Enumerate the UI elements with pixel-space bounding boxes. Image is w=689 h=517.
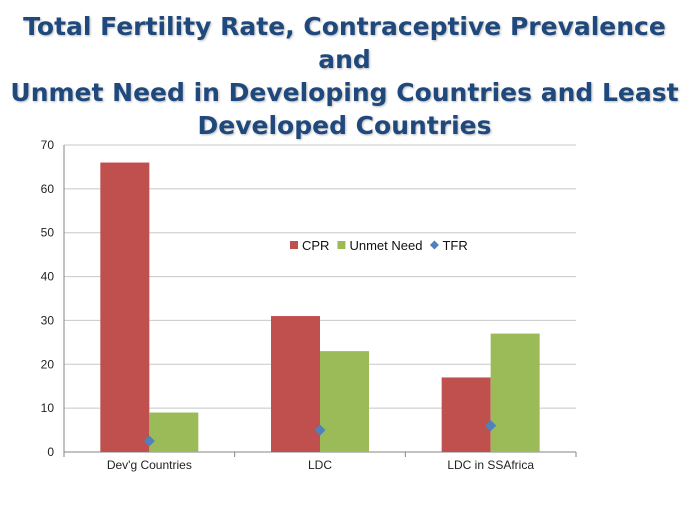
bar-cpr: [441, 377, 491, 452]
y-tick-label: 40: [41, 270, 55, 284]
legend-label-cpr: CPR: [302, 238, 329, 253]
y-tick-label: 20: [41, 357, 55, 371]
x-tick-label: Dev'g Countries: [107, 458, 192, 472]
title-line-3: Developed Countries: [197, 111, 492, 140]
bar-unmet-need: [320, 351, 369, 452]
y-tick-label: 50: [41, 226, 55, 240]
bar-cpr: [100, 162, 150, 453]
marker-tfr: [485, 420, 497, 432]
markers: [143, 420, 497, 447]
legend-label-tfr: TFR: [442, 238, 467, 253]
x-axis: Dev'g Countries LDC LDC in SSAfrica: [63, 452, 577, 472]
legend: CPR Unmet Need TFR: [290, 238, 468, 253]
slide-title: Total Fertility Rate, Contraceptive Prev…: [0, 10, 689, 142]
bar-unmet-need: [490, 333, 540, 452]
bars: [100, 162, 540, 453]
y-axis: 0 10 20 30 40 50 60 70: [41, 138, 65, 459]
x-tick-label: LDC in SSAfrica: [447, 458, 534, 472]
bar-unmet-need: [149, 412, 199, 452]
y-tick-label: 60: [41, 182, 55, 196]
x-tick-label: LDC: [308, 458, 332, 472]
y-tick-label: 30: [41, 313, 55, 327]
title-line-1: Total Fertility Rate, Contraceptive Prev…: [23, 12, 666, 74]
title-line-2: Unmet Need in Developing Countries and L…: [10, 78, 679, 107]
marker-tfr: [314, 424, 326, 436]
y-tick-label: 10: [41, 401, 55, 415]
bar-cpr: [271, 316, 320, 452]
legend-swatch-tfr: [429, 240, 439, 250]
legend-swatch-cpr: [290, 241, 298, 249]
marker-tfr: [143, 435, 155, 447]
legend-swatch-unmet-need: [337, 241, 346, 249]
y-tick-label: 0: [47, 445, 54, 459]
y-tick-label: 70: [41, 138, 55, 152]
legend-label-unmet-need: Unmet Need: [349, 238, 422, 253]
